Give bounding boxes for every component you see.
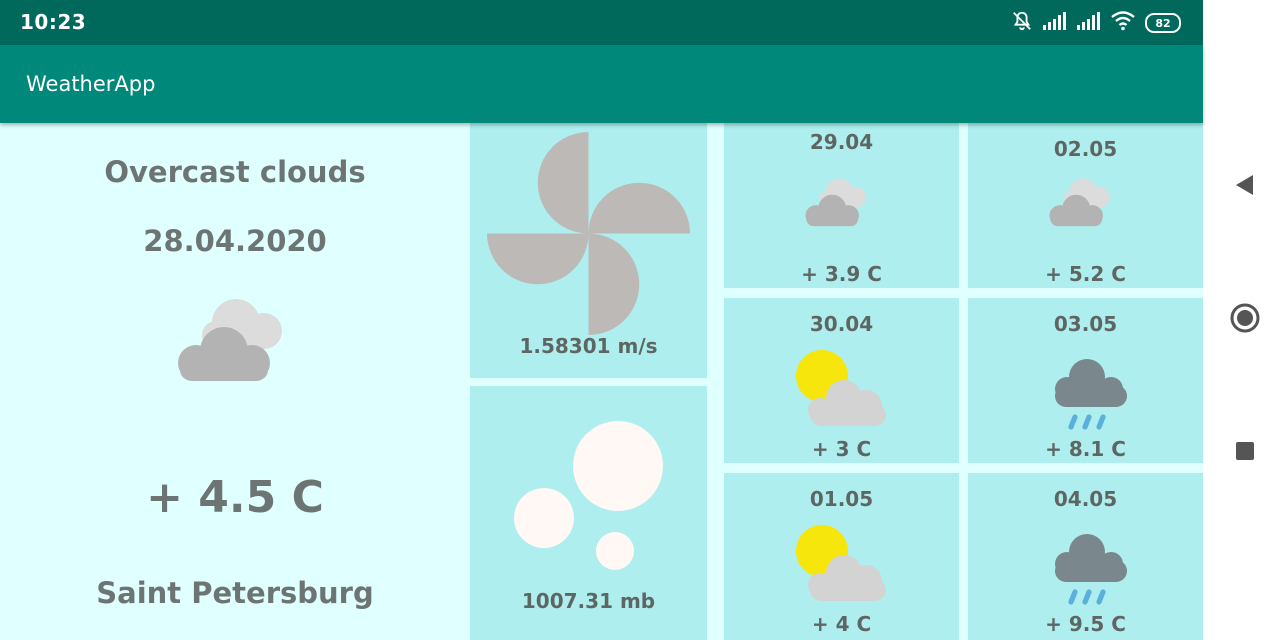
pressure-tile: 1007.31 mb [470,386,707,640]
forecast-temp: + 3 C [811,437,872,461]
forecast-day: 02.05 + 5.2 C [968,123,1203,288]
sun-cloud-icon [796,350,896,436]
wifi-icon [1111,11,1135,35]
wind-speed: 1.58301 m/s [519,334,658,358]
forecast-temp: + 5.2 C [1045,262,1126,286]
wind-tile: 1.58301 m/s [470,123,707,378]
bubbles-icon [513,421,663,575]
forecast-temp: + 4 C [811,612,872,636]
forecast-temp: + 3.9 C [801,262,882,286]
rain-cloud-icon [1051,530,1131,610]
city-name: Saint Petersburg [96,576,374,610]
forecast-day: 04.05 + 9.5 C [968,473,1203,640]
weather-description: Overcast clouds [104,155,366,189]
home-circle-icon [1229,302,1261,338]
app-title: WeatherApp [26,72,156,96]
overcast-cloud-icon [795,169,888,243]
status-bar: 10:23 82 [0,0,1203,45]
bell-off-icon [1011,10,1033,36]
status-time: 10:23 [20,10,87,34]
navigation-bar [1203,0,1280,640]
forecast-day: 29.04 + 3.9 C [724,123,959,288]
forecast-day: 01.05 + 4 C [724,473,959,640]
sun-cloud-icon [796,525,896,611]
back-triangle-icon [1234,174,1256,200]
recents-square-icon [1235,441,1255,465]
home-button[interactable] [1225,300,1265,340]
app-bar: WeatherApp [0,45,1203,123]
current-date: 28.04.2020 [143,224,327,258]
current-temperature: + 4.5 C [146,472,324,523]
back-button[interactable] [1225,167,1265,207]
forecast-date: 01.05 [809,487,874,511]
battery-icon: 82 [1145,13,1181,33]
overcast-cloud-icon [160,283,320,407]
forecast-date: 30.04 [809,312,874,336]
forecast-date: 04.05 [1053,487,1118,511]
pressure-value: 1007.31 mb [521,589,656,613]
forecast-temp: + 9.5 C [1045,612,1126,636]
signal-icon [1077,12,1101,34]
overcast-cloud-icon [1039,169,1132,243]
current-weather-panel: Overcast clouds 28.04.2020 + 4.5 C Saint… [0,123,470,640]
rain-cloud-icon [1051,355,1131,435]
status-icons: 82 [1011,10,1181,36]
recents-button[interactable] [1225,433,1265,473]
forecast-date: 02.05 [1053,137,1118,161]
forecast-date: 03.05 [1053,312,1118,336]
forecast-temp: + 8.1 C [1045,437,1126,461]
signal-icon [1043,12,1067,34]
forecast-day: 03.05 + 8.1 C [968,298,1203,463]
forecast-day: 30.04 + 3 C [724,298,959,463]
weather-content: Overcast clouds 28.04.2020 + 4.5 C Saint… [0,123,1203,640]
pinwheel-icon [487,132,690,339]
forecast-date: 29.04 [809,130,874,154]
